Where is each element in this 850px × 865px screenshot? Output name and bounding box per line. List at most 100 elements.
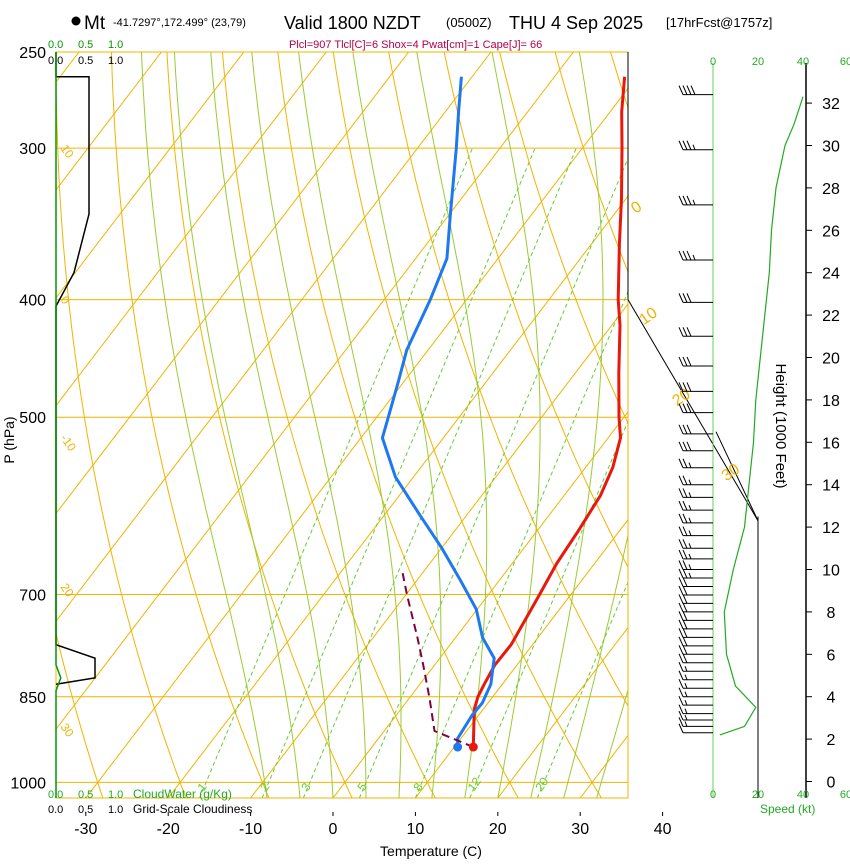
dry-adiabat-line — [389, 52, 685, 798]
wind-barb-half-feather — [685, 700, 687, 705]
height-tick-label: 2 — [827, 732, 836, 749]
utc-time: (0500Z) — [446, 15, 492, 30]
wind-barb — [679, 645, 713, 654]
wind-speed-trace — [720, 97, 803, 735]
wind-barb-feather — [679, 476, 683, 485]
wind-barb — [679, 611, 713, 620]
isotherm-label: 20 — [58, 581, 77, 600]
wind-barb — [679, 628, 713, 637]
wind-barb — [679, 141, 713, 150]
wind-barb — [679, 476, 713, 485]
isotherm-line — [0, 52, 491, 798]
wind-barb-feather — [691, 86, 695, 95]
height-tick-label: 30 — [822, 139, 840, 156]
dry-adiabat-label: 0 — [628, 198, 645, 217]
height-axis-title: Height (1000 Feet) — [772, 363, 789, 488]
height-tick-label: 16 — [822, 435, 840, 452]
x-tick-label: 20 — [489, 821, 507, 838]
moist-adiabat-line — [492, 52, 540, 798]
height-tick-label: 20 — [822, 351, 840, 368]
wind-barb — [679, 539, 713, 548]
wind-barb-half-feather — [689, 554, 691, 559]
height-tick-label: 0 — [827, 775, 836, 792]
wind-barb — [679, 514, 713, 523]
isotherm-line — [663, 52, 850, 798]
height-tick-label: 32 — [822, 96, 840, 113]
isotherm-line — [0, 52, 409, 798]
wind-barb — [679, 662, 713, 671]
cloud-axis-tick: 0.5 — [78, 39, 93, 51]
x-axis-title: Temperature (C) — [380, 843, 482, 859]
wind-barb — [679, 696, 713, 705]
wind-barb-half-feather — [689, 492, 691, 497]
wind-barb — [679, 86, 713, 95]
cloud-axis-tick: 0.5 — [78, 789, 93, 801]
wind-barb-feather — [679, 645, 683, 654]
wind-barb-feather — [683, 586, 687, 595]
wind-barb-half-feather — [685, 683, 687, 688]
x-tick-label: 0 — [329, 821, 338, 838]
wind-barb-half-feather — [689, 463, 691, 468]
wind-barb — [679, 705, 713, 714]
wind-barb — [679, 327, 713, 336]
wind-barb-half-feather — [689, 505, 691, 510]
dry-adiabat-line — [832, 52, 850, 798]
wind-barb-feather — [687, 196, 691, 205]
wind-barb-feather — [687, 86, 691, 95]
wind-barb-half-feather — [689, 573, 691, 578]
wind-barb-feather — [679, 679, 683, 688]
height-tick-label: 10 — [822, 563, 840, 580]
wind-barb — [679, 620, 713, 629]
pressure-tick-label: 700 — [19, 587, 46, 604]
wind-barb-half-feather — [689, 531, 691, 536]
x-tick-label: -30 — [74, 821, 97, 838]
pressure-tick-label: 300 — [19, 141, 46, 158]
wind-barb — [679, 425, 713, 434]
wind-barb — [679, 404, 713, 413]
isotherm-line — [168, 52, 738, 798]
cloud-axis-tick: 0.5 — [78, 55, 93, 67]
wind-barb-half-feather — [685, 692, 687, 697]
wind-barb-feather — [683, 561, 687, 570]
isotherm-label: -10 — [58, 432, 80, 455]
dry-adiabat-line — [112, 52, 270, 798]
wind-barb — [679, 196, 713, 205]
wind-barb-feather — [679, 357, 683, 366]
moist-adiabat-line — [174, 52, 300, 798]
wind-barb-half-feather — [685, 715, 687, 720]
wind-barb — [679, 293, 713, 302]
wind-barb-feather — [683, 637, 687, 646]
wind-barb-feather — [679, 550, 683, 559]
moist-adiabat-line — [630, 52, 844, 798]
surface-dewpoint-marker — [453, 743, 462, 752]
wind-barb — [679, 654, 713, 663]
dry-adiabat-label: 10 — [636, 304, 660, 328]
wind-barb-feather — [679, 620, 683, 629]
wind-barb-feather — [679, 251, 683, 260]
isotherm-label: 10 — [58, 142, 77, 161]
valid-date: THU 4 Sep 2025 — [509, 13, 643, 33]
wind-barb-feather — [679, 425, 683, 434]
wind-barb-feather — [683, 628, 687, 637]
x-tick-label: 10 — [407, 821, 425, 838]
wind-barb-feather — [679, 628, 683, 637]
wind-barb — [679, 577, 713, 586]
wind-barb-feather — [687, 382, 691, 391]
wind-barb-feather — [679, 671, 683, 680]
wind-barb-feather — [687, 442, 691, 451]
wind-speed-axis-label: Speed (kt) — [760, 802, 815, 816]
wind-barb — [679, 594, 713, 603]
wind-barb-half-feather — [689, 518, 691, 523]
wind-barb-feather — [683, 196, 687, 205]
cloud-axis-tick: 1.0 — [108, 789, 123, 801]
wind-barb-feather — [679, 603, 683, 612]
wind-speed-tick-top: 0 — [710, 56, 716, 68]
plot-frame — [56, 52, 758, 798]
wind-barb — [679, 724, 713, 733]
panel-link-line-upper — [628, 300, 758, 521]
pressure-tick-label: 500 — [19, 410, 46, 427]
isotherm-line — [0, 52, 326, 798]
wind-barb-feather — [683, 141, 687, 150]
wind-barb — [679, 688, 713, 697]
